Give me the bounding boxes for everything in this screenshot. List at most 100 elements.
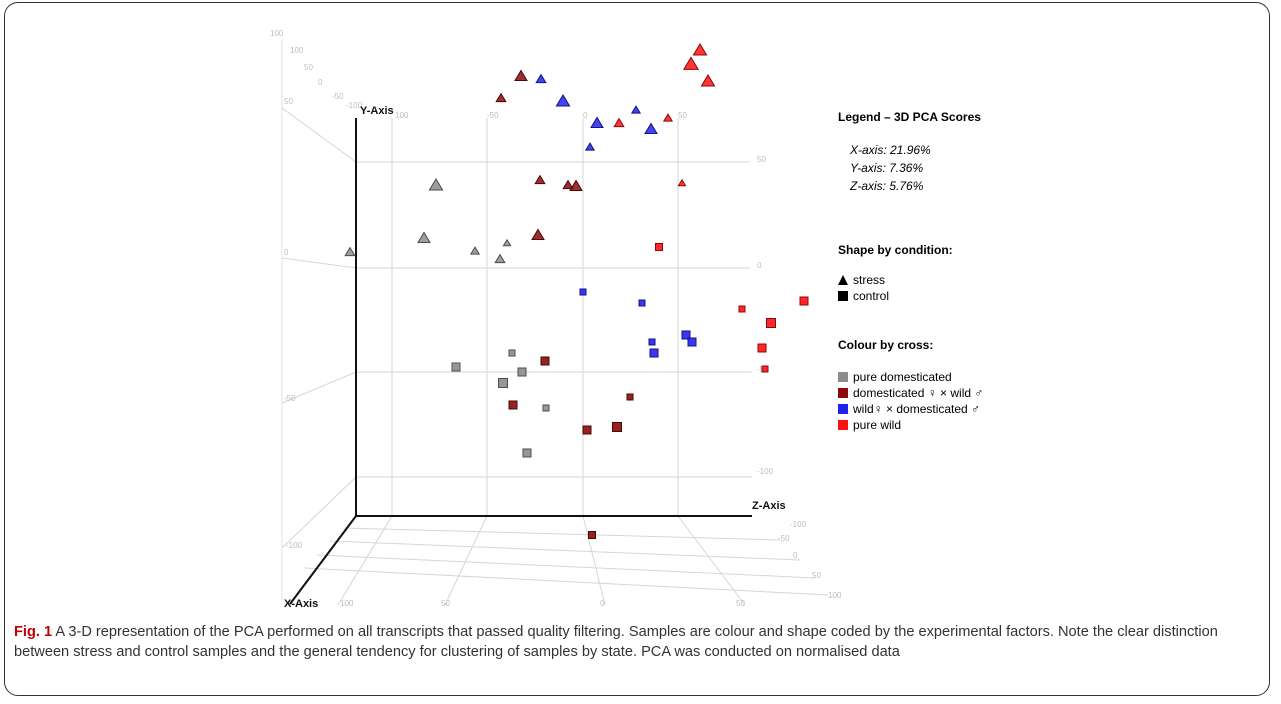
grid-line: [281, 371, 357, 404]
shape-legend-title: Shape by condition:: [838, 243, 953, 257]
stress-point: [677, 178, 687, 187]
x-tick-label: -50: [332, 92, 344, 101]
y-tick-label: -50: [284, 394, 296, 403]
stress-point: [569, 179, 583, 191]
legend: Legend – 3D PCA Scores X-axis: 21.96% Y-…: [838, 110, 983, 433]
y-tick-label: 50: [284, 97, 293, 106]
stress-point: [469, 246, 481, 255]
control-point: [451, 362, 461, 372]
control-point: [588, 531, 596, 539]
variance-z: Z-axis: 5.76%: [850, 179, 924, 193]
x-axis-title: X-Axis: [284, 598, 318, 610]
y-tick-label: 50: [757, 155, 766, 164]
z-tick-label: -100: [790, 520, 807, 529]
x-tick-label: 100: [340, 599, 354, 608]
legend-label: pure domesticated: [853, 370, 952, 384]
x-tick-label: 0: [600, 599, 605, 608]
stress-point: [502, 238, 512, 247]
stress-point: [514, 69, 528, 81]
stress-point: [682, 56, 700, 70]
stress-point: [428, 177, 444, 191]
colour-legend: pure domesticated domesticated ♀ × wild …: [838, 369, 983, 433]
control-point: [540, 356, 550, 366]
legend-item-wild-x-domesticated: wild♀ × domesticated ♂: [838, 401, 983, 417]
control-point: [626, 393, 634, 401]
legend-label: control: [853, 289, 890, 303]
control-point: [508, 400, 518, 410]
z-tick-label: -50: [487, 111, 499, 120]
z-tick-label: 0: [583, 111, 588, 120]
stress-point: [700, 73, 716, 87]
y-tick-label: 100: [270, 29, 284, 38]
control-point: [655, 243, 663, 251]
control-point: [761, 365, 769, 373]
stress-point: [584, 142, 596, 151]
stress-point: [555, 93, 571, 107]
variance-x: X-axis: 21.96%: [850, 143, 931, 157]
stress-point: [613, 117, 625, 128]
stress-point: [562, 179, 574, 190]
colour-swatch: [838, 388, 848, 398]
x-tick-label: 0: [318, 78, 323, 87]
stress-point: [534, 174, 546, 185]
grid-line: [677, 515, 746, 606]
grid-line: [316, 554, 816, 579]
z-tick-label: 100: [395, 111, 409, 120]
legend-item-control: control: [838, 288, 983, 304]
stress-point: [692, 42, 708, 56]
z-tick-label: 100: [828, 591, 842, 600]
control-point: [517, 367, 527, 377]
stress-point: [495, 92, 507, 103]
control-point: [799, 296, 809, 306]
figure-frame: [4, 2, 1270, 696]
z-tick-label: 50: [812, 571, 821, 580]
control-point: [542, 404, 550, 412]
z-tick-label: -50: [778, 534, 790, 543]
legend-title: Legend – 3D PCA Scores: [838, 110, 981, 124]
y-axis-title: Y-Axis: [360, 105, 394, 117]
colour-legend-title: Colour by cross:: [838, 338, 934, 352]
y-tick-label: -100: [757, 467, 774, 476]
control-point: [508, 349, 516, 357]
shape-legend: stress control: [838, 272, 983, 304]
legend-item-domesticated-x-wild: domesticated ♀ × wild ♂: [838, 385, 983, 401]
colour-swatch: [838, 404, 848, 414]
grid-line: [444, 515, 488, 606]
grid-line: [303, 567, 829, 596]
legend-label: domesticated ♀ × wild ♂: [853, 386, 984, 400]
stress-point: [344, 246, 356, 257]
control-point: [522, 448, 532, 458]
colour-swatch: [838, 420, 848, 430]
variance-list: X-axis: 21.96% Y-axis: 7.36% Z-axis: 5.7…: [850, 141, 983, 195]
triangle-icon: [838, 275, 848, 285]
z-axis-title: Z-Axis: [752, 500, 786, 512]
control-point: [738, 305, 746, 313]
square-icon: [838, 291, 848, 301]
grid-line: [337, 515, 393, 606]
x-tick-label: 50: [304, 63, 313, 72]
z-tick-label: 50: [678, 111, 687, 120]
control-point: [649, 348, 659, 358]
control-point: [648, 338, 656, 346]
data-points: [344, 42, 809, 539]
grid-line: [329, 540, 801, 561]
y-tick-label: 0: [757, 261, 762, 270]
control-point: [681, 330, 691, 340]
stress-point: [535, 73, 547, 84]
x-tick-label: -100: [346, 101, 363, 110]
plot-grid: [281, 40, 829, 606]
colour-swatch: [838, 372, 848, 382]
y-tick-label: -100: [286, 541, 303, 550]
stress-point: [662, 113, 674, 122]
x-tick-label: 50: [736, 599, 745, 608]
variance-y: Y-axis: 7.36%: [850, 161, 924, 175]
stress-point: [531, 228, 545, 240]
stress-point: [494, 253, 506, 264]
x-axis-line: [289, 515, 357, 605]
y-tick-label: 0: [284, 248, 289, 257]
grid-line: [281, 107, 357, 163]
stress-point: [630, 105, 642, 114]
legend-label: stress: [853, 273, 886, 287]
legend-item-pure-wild: pure wild: [838, 417, 983, 433]
